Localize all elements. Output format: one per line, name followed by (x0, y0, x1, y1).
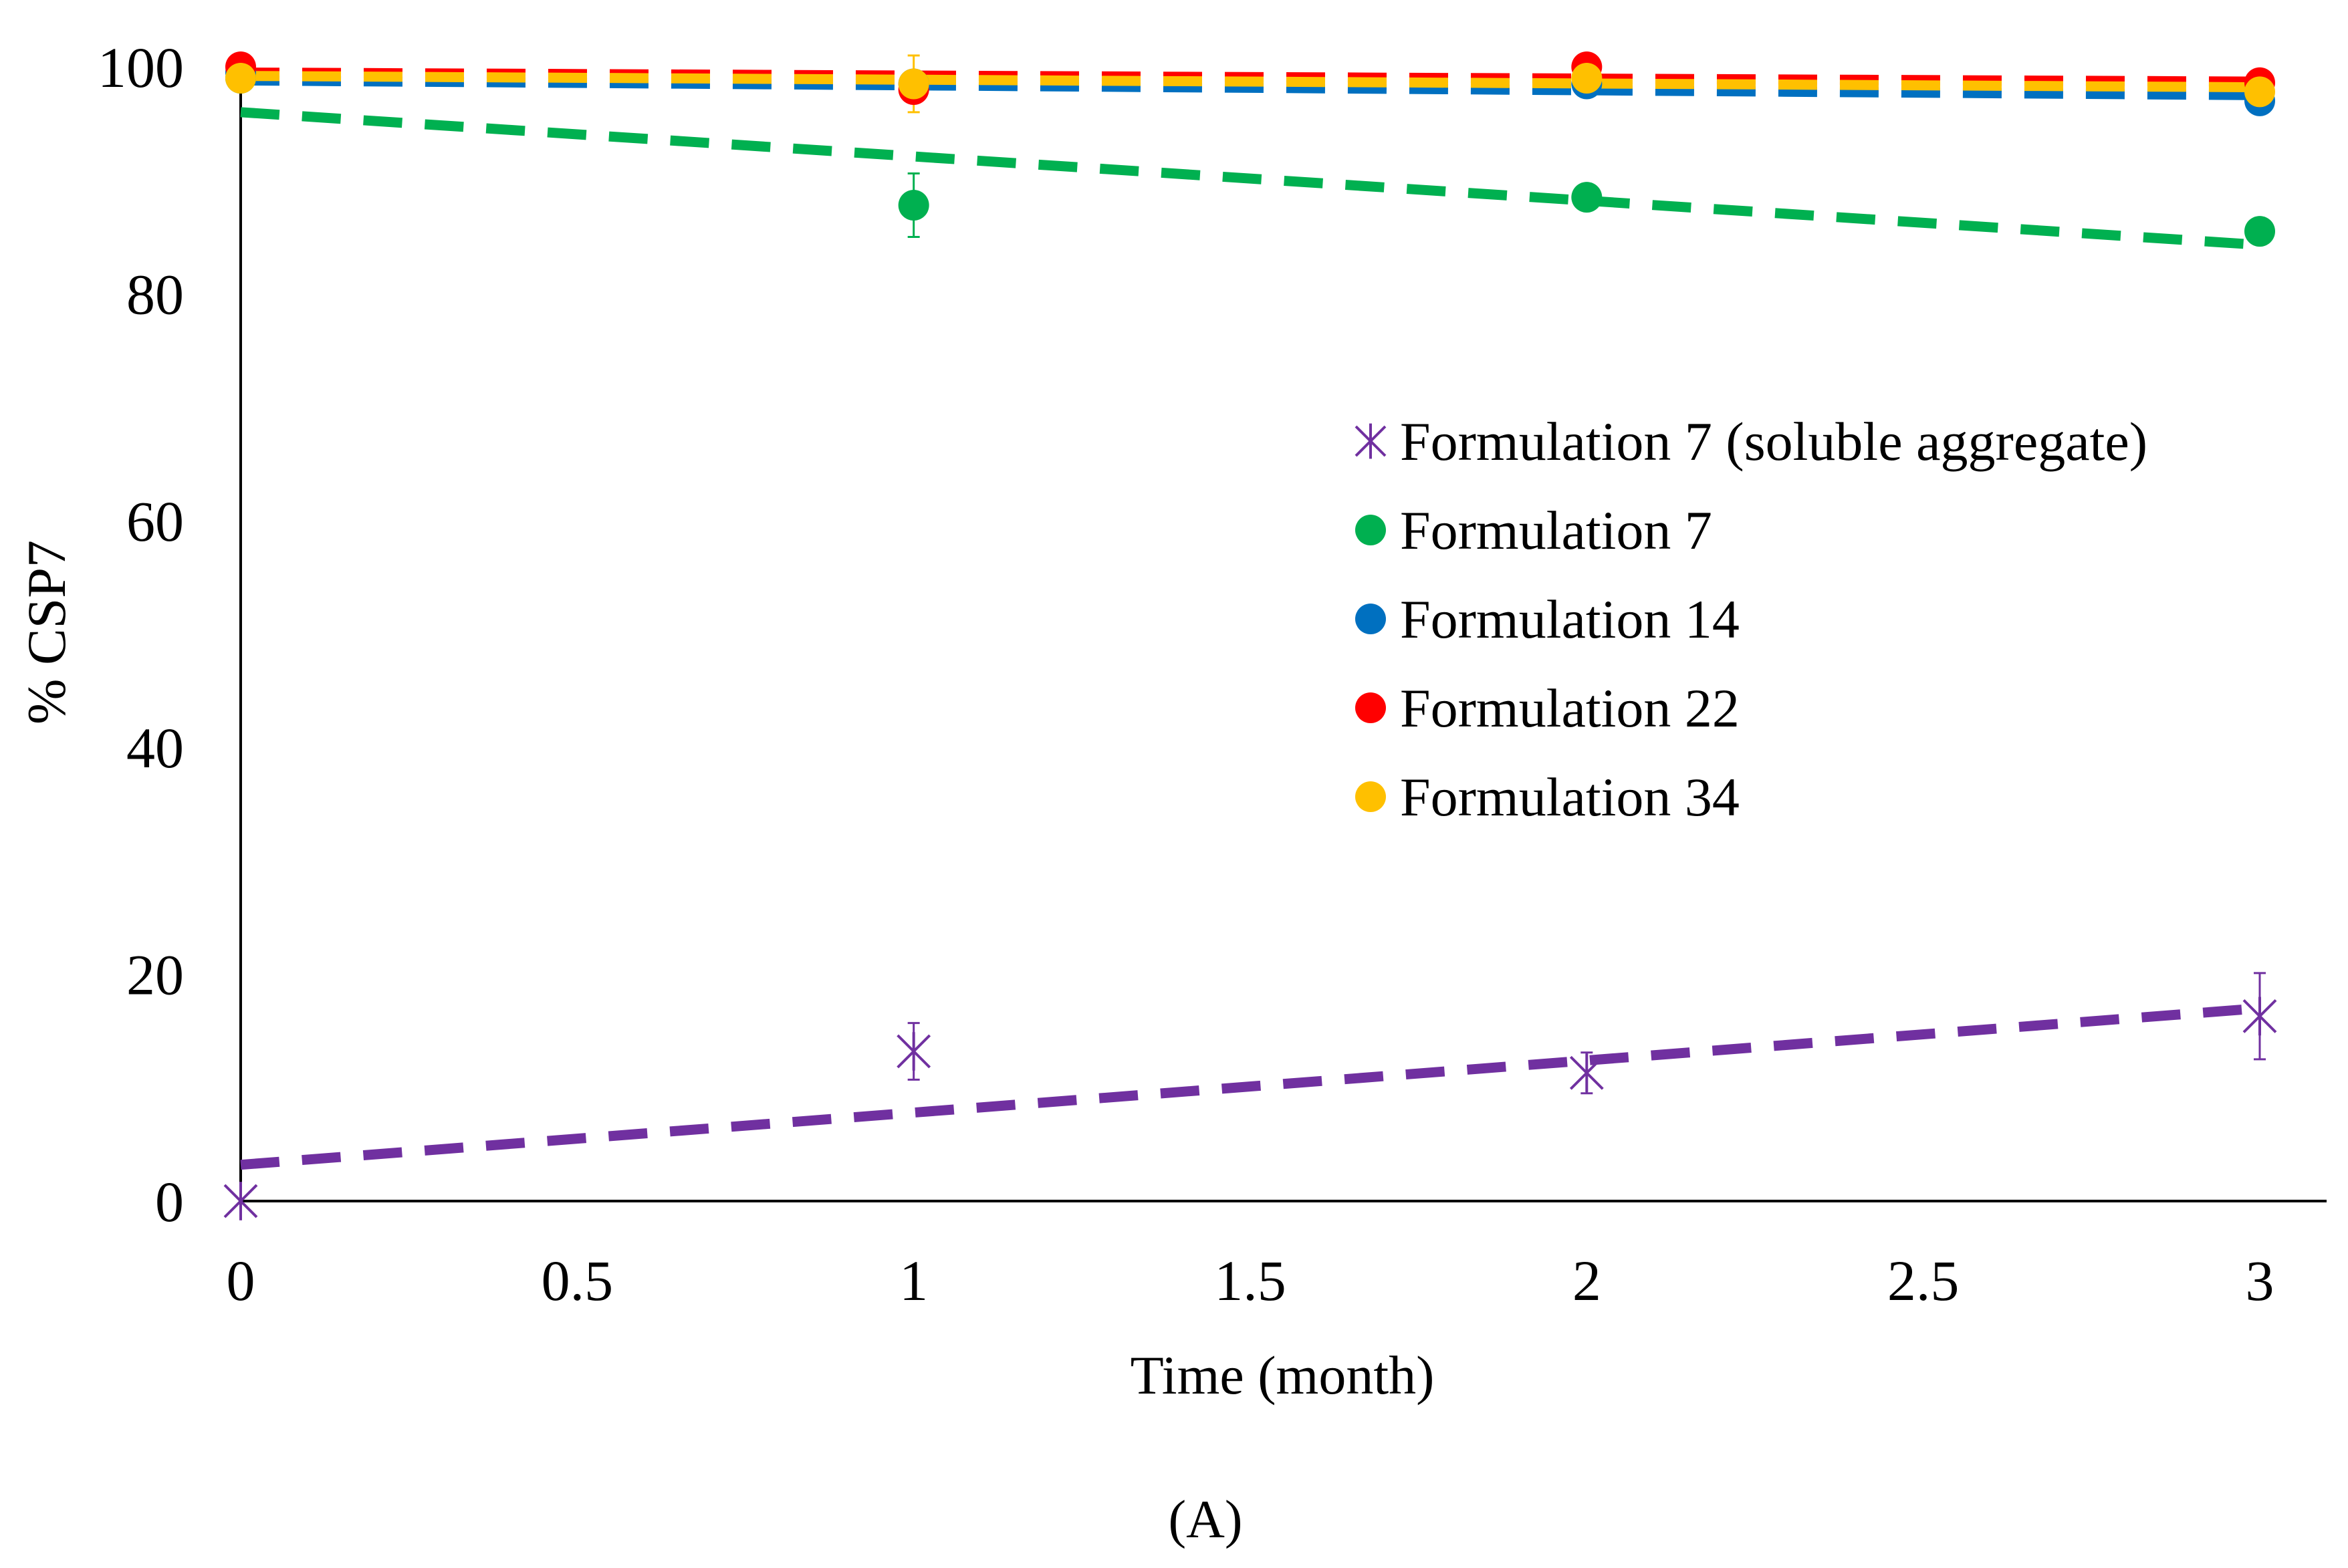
trendline-series-1 (240, 107, 2260, 250)
legend-label: Formulation 34 (1400, 767, 1740, 827)
x-axis-title: Time (month) (1131, 1345, 1435, 1406)
legend-marker-circle (1355, 781, 1386, 812)
legend-item: Formulation 14 (1355, 589, 1740, 650)
x-tick-label: 3 (2246, 1249, 2274, 1313)
data-point-series-4 (225, 62, 256, 94)
data-point-series-1 (898, 190, 929, 221)
legend: Formulation 7 (soluble aggregate) Formula… (1355, 411, 2147, 827)
legend-item: Formulation 34 (1355, 767, 1740, 827)
data-point-series-4 (2244, 76, 2275, 108)
legend-label: Formulation 22 (1400, 678, 1740, 739)
legend-label: Formulation 7 (1400, 500, 1712, 561)
y-tick-label: 80 (126, 262, 184, 326)
x-tick-label: 2.5 (1887, 1249, 1960, 1313)
legend-marker-asterisk (1355, 423, 1387, 459)
data-points (223, 51, 2277, 1220)
y-axis-title: % CSP7 (16, 540, 77, 725)
y-tick-label: 40 (126, 716, 184, 780)
legend-label: Formulation 14 (1400, 589, 1740, 650)
x-tick-label: 0.5 (542, 1249, 614, 1313)
data-point-series-0 (1569, 1053, 1604, 1093)
panel-label: (A) (1168, 1490, 1242, 1549)
data-point-series-0 (2242, 997, 2277, 1036)
data-point-series-1 (2244, 216, 2275, 247)
trendlines (240, 67, 2260, 1170)
x-tick-label: 0 (227, 1249, 255, 1313)
y-tick-label: 100 (98, 35, 184, 100)
data-point-series-0 (223, 1182, 258, 1220)
y-tick-label: 60 (126, 489, 184, 553)
legend-marker-circle (1355, 604, 1386, 634)
y-tick-label: 0 (155, 1170, 184, 1234)
data-point-series-0 (897, 1032, 931, 1071)
legend-marker-circle (1355, 515, 1386, 545)
data-point-series-4 (898, 68, 929, 100)
axes (239, 63, 2327, 1202)
trendline-series-4 (240, 71, 2260, 93)
x-tick-labels: 0 0.5 1 1.5 2 2.5 3 (227, 1249, 2274, 1313)
legend-item: Formulation 22 (1355, 678, 1740, 739)
x-tick-label: 1.5 (1214, 1249, 1286, 1313)
trendline-series-0 (240, 1003, 2260, 1170)
y-tick-label: 20 (126, 943, 184, 1007)
legend-item: Formulation 7 (soluble aggregate) (1355, 411, 2147, 472)
legend-label: Formulation 7 (soluble aggregate) (1400, 411, 2147, 472)
legend-marker-circle (1355, 692, 1386, 723)
data-point-series-1 (1571, 182, 1603, 213)
x-tick-label: 2 (1572, 1249, 1601, 1313)
trendline-series-2 (240, 75, 2260, 100)
data-point-series-4 (1571, 62, 1603, 94)
legend-item: Formulation 7 (1355, 500, 1712, 561)
x-tick-label: 1 (899, 1249, 928, 1313)
y-tick-labels: 0 20 40 60 80 100 (98, 35, 184, 1234)
